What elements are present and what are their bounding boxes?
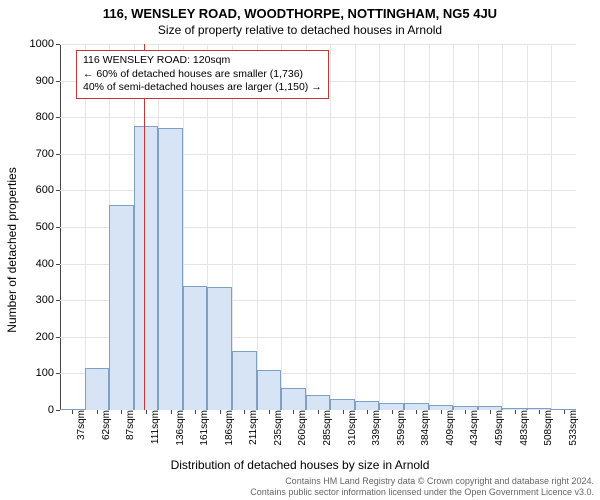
histogram-bar [281, 388, 306, 410]
ytick-label: 1000 [30, 38, 60, 50]
histogram-bar [183, 286, 208, 410]
xtick-label: 235sqm [269, 410, 284, 446]
gridline-v [551, 44, 552, 410]
chart-container: 116, WENSLEY ROAD, WOODTHORPE, NOTTINGHA… [0, 0, 600, 500]
ytick-label: 600 [36, 184, 60, 196]
xtick-label: 37sqm [72, 410, 87, 440]
histogram-bar [306, 395, 331, 410]
xtick-label: 111sqm [146, 410, 161, 444]
ytick-label: 500 [36, 221, 60, 233]
xtick-label: 508sqm [539, 410, 554, 446]
ytick-label: 100 [36, 367, 60, 379]
chart-subtitle: Size of property relative to detached ho… [0, 21, 600, 37]
xtick-label: 186sqm [220, 410, 235, 446]
histogram-bar [404, 403, 429, 410]
plot-area: 0100200300400500600700800900100037sqm62s… [60, 44, 576, 410]
annotation-box: 116 WENSLEY ROAD: 120sqm ← 60% of detach… [76, 50, 329, 99]
xtick-label: 459sqm [490, 410, 505, 446]
xtick-label: 409sqm [441, 410, 456, 446]
xtick-label: 533sqm [564, 410, 579, 446]
histogram-bar [109, 205, 134, 410]
gridline-v [453, 44, 454, 410]
histogram-bar [232, 351, 257, 410]
xtick-label: 161sqm [195, 410, 210, 446]
gridline-v [330, 44, 331, 410]
xtick-label: 339sqm [367, 410, 382, 446]
histogram-bar [330, 399, 355, 410]
gridline-v [355, 44, 356, 410]
gridline-h [60, 117, 576, 118]
gridline-v [478, 44, 479, 410]
x-axis-label: Distribution of detached houses by size … [0, 458, 600, 472]
histogram-bar [134, 126, 159, 410]
gridline-v [429, 44, 430, 410]
annotation-line: 116 WENSLEY ROAD: 120sqm [83, 54, 322, 68]
histogram-bar [379, 403, 404, 410]
ytick-label: 400 [36, 258, 60, 270]
histogram-bar [257, 370, 282, 410]
ytick-label: 800 [36, 111, 60, 123]
annotation-line: 40% of semi-detached houses are larger (… [83, 81, 322, 95]
xtick-label: 384sqm [416, 410, 431, 446]
ytick-label: 0 [48, 404, 60, 416]
y-axis-label: Number of detached properties [5, 167, 19, 332]
footer-line: Contains public sector information licen… [250, 487, 594, 498]
xtick-label: 87sqm [121, 410, 136, 440]
xtick-label: 260sqm [293, 410, 308, 446]
gridline-h [60, 44, 576, 45]
ytick-label: 300 [36, 294, 60, 306]
gridline-v [527, 44, 528, 410]
footer-attribution: Contains HM Land Registry data © Crown c… [250, 476, 594, 498]
footer-line: Contains HM Land Registry data © Crown c… [250, 476, 594, 487]
histogram-bar [158, 128, 183, 410]
xtick-label: 62sqm [97, 410, 112, 440]
ytick-label: 900 [36, 75, 60, 87]
ytick-label: 200 [36, 331, 60, 343]
xtick-label: 136sqm [171, 410, 186, 446]
histogram-bar [207, 287, 232, 410]
xtick-label: 359sqm [392, 410, 407, 446]
histogram-bar [355, 401, 380, 410]
xtick-label: 483sqm [515, 410, 530, 446]
gridline-v [404, 44, 405, 410]
gridline-v [379, 44, 380, 410]
chart-title: 116, WENSLEY ROAD, WOODTHORPE, NOTTINGHA… [0, 0, 600, 21]
ytick-label: 700 [36, 148, 60, 160]
xtick-label: 434sqm [465, 410, 480, 446]
annotation-line: ← 60% of detached houses are smaller (1,… [83, 68, 322, 82]
xtick-label: 211sqm [244, 410, 259, 445]
histogram-bar [85, 368, 110, 410]
gridline-v [502, 44, 503, 410]
xtick-label: 285sqm [318, 410, 333, 446]
xtick-label: 310sqm [343, 410, 358, 446]
